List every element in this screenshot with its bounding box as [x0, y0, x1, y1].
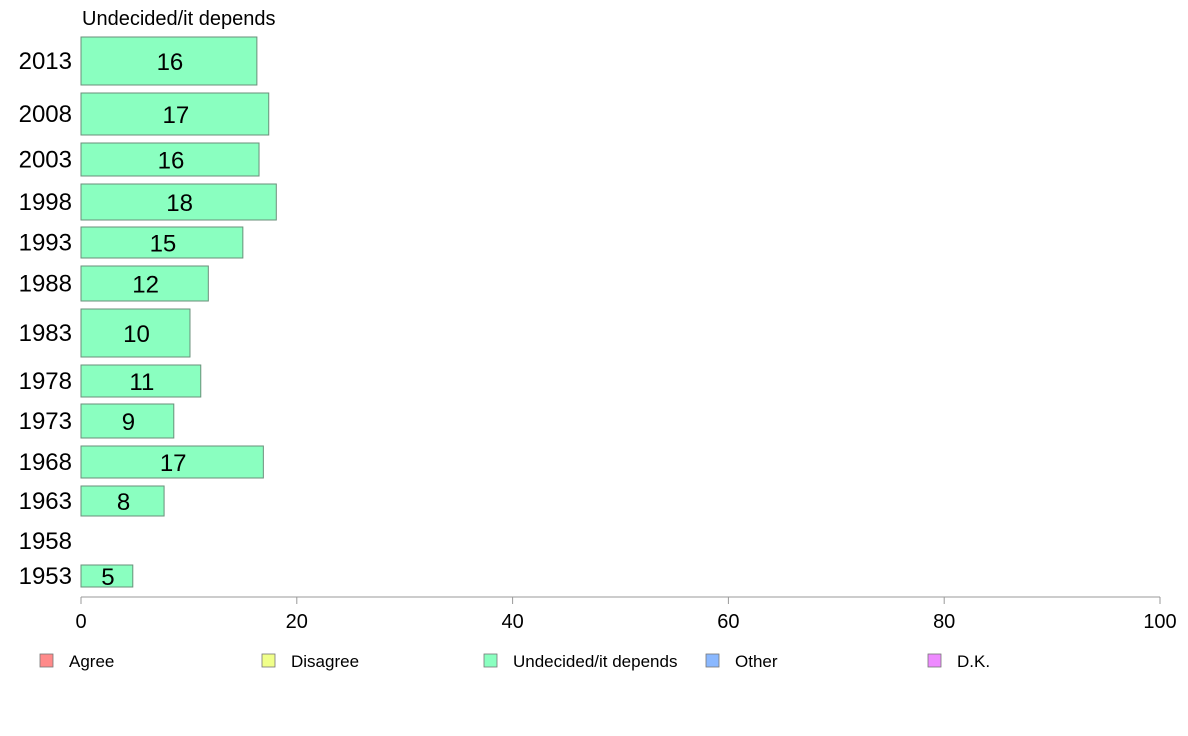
bar-1963 — [80, 485, 165, 517]
year-label-2003: 2003 — [19, 147, 72, 174]
x-tick-label-80: 80 — [933, 611, 955, 633]
bar-2003 — [80, 142, 260, 177]
bar-value-1978: 11 — [129, 369, 154, 396]
bar-1998 — [80, 183, 277, 221]
bar-value-1953: 5 — [101, 564, 114, 591]
bar-1953 — [80, 564, 134, 588]
x-tick-label-40: 40 — [501, 611, 523, 633]
bar-1968 — [80, 445, 264, 479]
year-label-1993: 1993 — [19, 230, 72, 257]
year-label-1998: 1998 — [19, 189, 72, 216]
bar-1988 — [80, 265, 209, 302]
year-label-1978: 1978 — [19, 368, 72, 395]
year-label-1958: 1958 — [19, 528, 72, 555]
bar-value-2013: 16 — [157, 49, 184, 76]
year-label-1988: 1988 — [19, 271, 72, 298]
bar-value-2008: 17 — [163, 102, 190, 129]
year-label-2013: 2013 — [19, 48, 72, 75]
bar-value-1983: 10 — [123, 321, 150, 348]
bar-2008 — [80, 92, 270, 136]
year-label-1963: 1963 — [19, 488, 72, 515]
legend: Agree Disagree Undecided/it depends Other D.… — [39, 652, 990, 671]
x-tick-label-60: 60 — [717, 611, 739, 633]
bar-1993 — [80, 226, 244, 259]
legend-label-disagree: Disagree — [291, 652, 359, 671]
legend-swatch-d-k — [927, 653, 942, 668]
legend-label-other: Other — [735, 652, 778, 671]
legend-swatch-agree — [39, 653, 54, 668]
year-label-2008: 2008 — [19, 101, 72, 128]
legend-swatch-disagree — [261, 653, 276, 668]
bar-value-1993: 15 — [150, 231, 177, 258]
bar-group: 16 17 16 18 15 12 10 11 9 17 8 5 — [80, 36, 277, 591]
bar-value-1963: 8 — [117, 489, 130, 516]
legend-label-undecided-it-depends: Undecided/it depends — [513, 652, 677, 671]
bar-value-1998: 18 — [166, 190, 193, 217]
legend-swatch-undecided-it-depends — [483, 653, 498, 668]
legend-label-d-k: D.K. — [957, 652, 990, 671]
year-label-1973: 1973 — [19, 408, 72, 435]
x-tick-label-20: 20 — [286, 611, 308, 633]
legend-label-agree: Agree — [69, 652, 114, 671]
bar-value-1973: 9 — [122, 409, 135, 436]
bar-1973 — [80, 403, 175, 439]
x-axis-ticks: 0 20 40 60 80 100 — [75, 597, 1177, 633]
bar-1978 — [80, 364, 202, 398]
x-tick-label-0: 0 — [75, 611, 86, 633]
bar-value-1988: 12 — [132, 272, 159, 299]
year-label-1968: 1968 — [19, 449, 72, 476]
bar-value-2003: 16 — [158, 148, 185, 175]
bar-1983 — [80, 308, 191, 358]
chart-title: Undecided/it depends — [82, 8, 275, 30]
year-labels: 2013 2008 2003 1998 1993 1988 1983 1978 1973 1968… — [19, 48, 72, 590]
bar-2013 — [80, 36, 258, 86]
bar-value-1968: 17 — [160, 450, 187, 477]
year-label-1953: 1953 — [19, 563, 72, 590]
year-label-1983: 1983 — [19, 320, 72, 347]
legend-swatch-other — [705, 653, 720, 668]
x-tick-label-100: 100 — [1143, 611, 1176, 633]
